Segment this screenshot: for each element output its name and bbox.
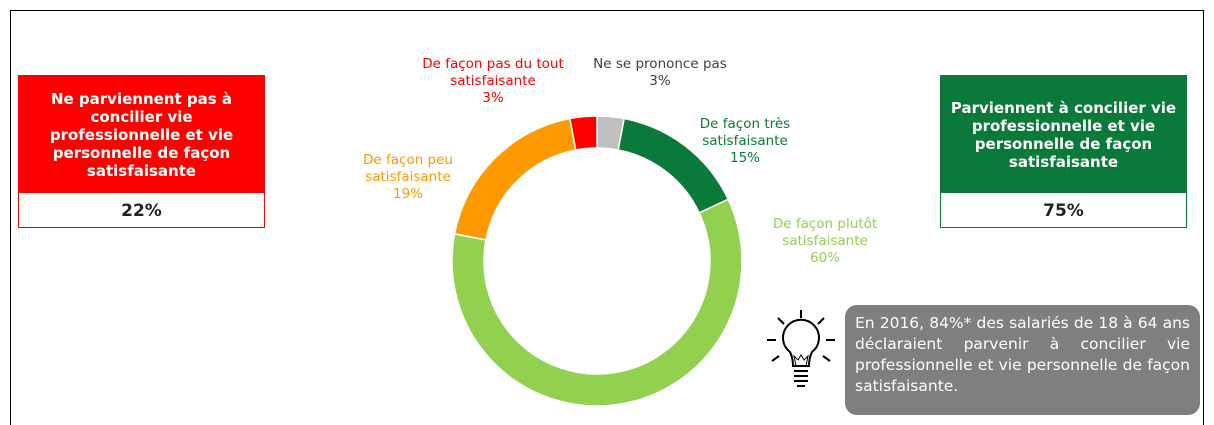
slice-label: De façon très satisfaisante 15% <box>680 116 810 167</box>
category-label: De façon peu satisfaisante <box>363 152 453 185</box>
slice <box>568 115 598 151</box>
box: Ne parviennent pas à concilier vie profe… <box>18 75 265 228</box>
category-label: De façon plutôt satisfaisante <box>772 216 878 249</box>
slice <box>451 198 743 407</box>
box-value: 75% <box>1043 200 1084 221</box>
value-label: 60% <box>809 250 840 266</box>
note: En 2016, 84%* des salariés de 18 à 64 an… <box>845 305 1200 415</box>
value-label: 3% <box>482 90 504 106</box>
box-title: Parviennent à concilier vie professionne… <box>941 76 1186 193</box>
box-title: Ne parviennent pas à concilier vie profe… <box>19 76 264 193</box>
value-label: 3% <box>649 73 671 89</box>
box: Parviennent à concilier vie professionne… <box>940 75 1187 228</box>
lightbulb-icon <box>767 310 835 387</box>
category-label: Ne se prononce pas <box>593 56 727 72</box>
category-label: De façon très satisfaisante <box>699 116 791 149</box>
value-label: 19% <box>392 186 423 202</box>
slice-label: De façon plutôt satisfaisante 60% <box>750 216 900 267</box>
frame <box>10 10 1204 425</box>
value-label: 15% <box>729 150 760 166</box>
slice-label: De façon pas du tout satisfaisante 3% <box>408 56 578 107</box>
box-value: 22% <box>121 200 162 221</box>
slice-label: De façon peu satisfaisante 19% <box>343 152 473 203</box>
slice-label: Ne se prononce pas 3% <box>590 56 730 90</box>
category-label: De façon pas du tout satisfaisante <box>422 56 564 89</box>
